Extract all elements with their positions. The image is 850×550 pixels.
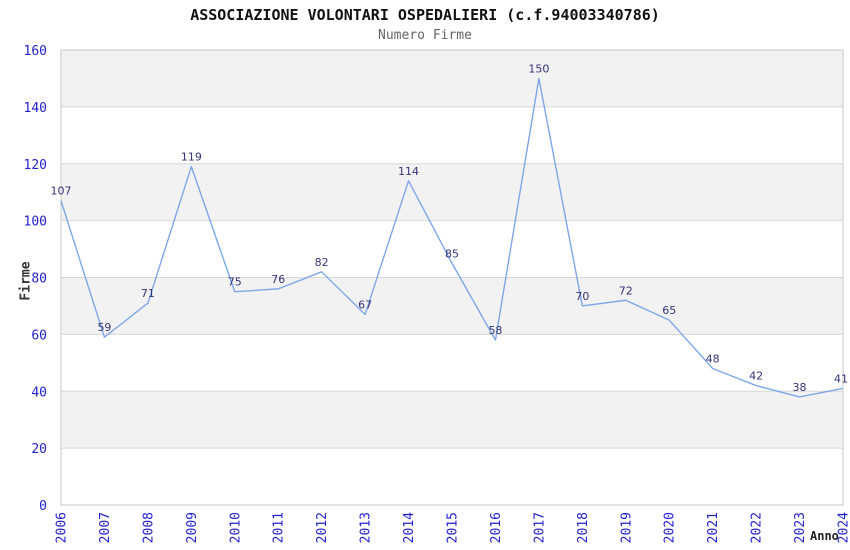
y-tick-label: 100 [24,215,47,230]
data-point-label: 67 [358,298,372,311]
x-tick-label: 2017 [532,512,547,543]
grid-band [61,448,843,505]
grid-band [61,277,843,335]
data-point-label: 42 [749,370,763,383]
grid-band [61,106,843,164]
x-tick-label: 2023 [793,512,808,543]
data-point-label: 65 [662,304,676,317]
x-tick-label: 2010 [228,512,243,543]
x-tick-label: 2022 [750,512,765,543]
data-point-label: 82 [315,256,329,269]
y-tick-label: 40 [31,385,47,400]
data-point-label: 76 [271,273,285,286]
x-tick-label: 2012 [315,512,330,543]
grid-band [61,391,843,449]
data-point-label: 72 [619,284,633,297]
x-tick-label: 2013 [359,512,374,543]
x-tick-label: 2021 [706,512,721,543]
data-point-label: 107 [51,185,72,198]
data-point-label: 38 [793,381,807,394]
grid-band [61,334,843,392]
x-tick-label: 2011 [272,512,287,543]
grid-band [61,50,843,107]
x-tick-label: 2008 [141,512,156,543]
x-tick-label: 2020 [663,512,678,543]
y-tick-label: 140 [24,101,47,116]
data-point-label: 150 [528,62,549,75]
x-axis-title: Anno [810,529,839,543]
y-tick-label: 60 [31,328,47,343]
data-point-label: 85 [445,247,459,260]
x-tick-label: 2007 [98,512,113,543]
x-tick-label: 2009 [185,512,200,543]
data-point-label: 58 [488,324,502,337]
x-tick-label: 2006 [55,512,70,543]
chart-subtitle: Numero Firme [378,28,472,43]
y-tick-label: 20 [31,442,47,457]
grid-band [61,163,843,221]
x-tick-label: 2018 [576,512,591,543]
data-point-label: 70 [575,290,589,303]
data-point-label: 41 [834,372,848,385]
x-tick-label: 2024 [837,512,850,543]
data-point-label: 75 [228,276,242,289]
x-tick-label: 2016 [489,512,504,543]
y-tick-label: 80 [31,272,47,287]
grid-band [61,220,843,278]
data-point-label: 119 [181,151,202,164]
data-point-label: 48 [706,353,720,366]
x-tick-label: 2015 [446,512,461,543]
y-tick-label: 120 [24,158,47,173]
plot-border [60,49,844,506]
x-tick-label: 2019 [619,512,634,543]
data-point-label: 114 [398,165,419,178]
series-line [60,77,844,398]
y-tick-label: 160 [24,44,47,59]
chart-title: ASSOCIAZIONE VOLONTARI OSPEDALIERI (c.f.… [190,6,660,24]
x-tick-label: 2014 [402,512,417,543]
data-point-label: 59 [97,321,111,334]
y-tick-label: 0 [39,499,47,514]
data-point-label: 71 [141,287,155,300]
